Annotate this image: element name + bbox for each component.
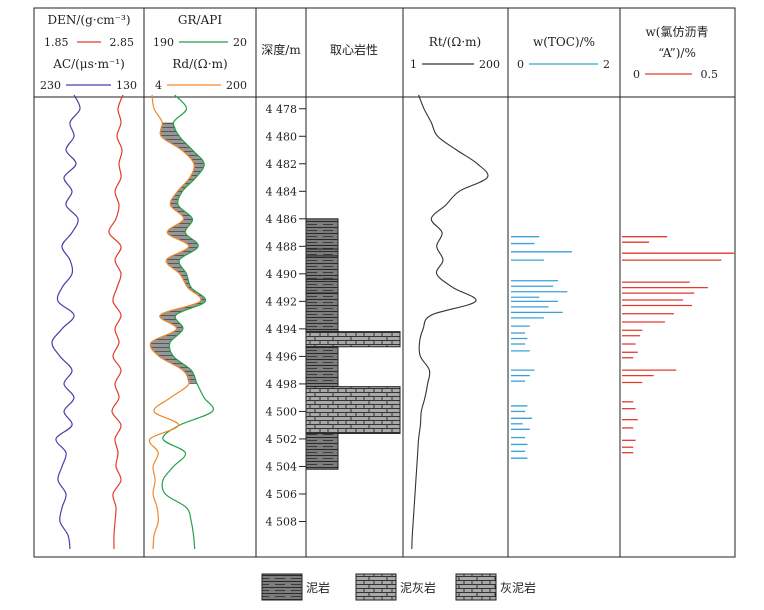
track-headers: DEN/(g·cm⁻³) 1.85 2.85 AC/(μs·m⁻¹) 230 130 GR/… [40, 13, 718, 92]
lith-interval-2 [305, 255, 339, 280]
depth-tick-label-7: 4 492 [266, 295, 298, 308]
legend-swatch-2 [455, 573, 497, 601]
log-curves [51, 94, 489, 550]
gr-label: GR/API [178, 13, 222, 27]
depth-tick-label-3: 4 484 [266, 185, 298, 198]
depth-tick-label-14: 4 506 [266, 488, 298, 501]
ac-min: 230 [40, 79, 61, 92]
depth-tick-label-2: 4 482 [266, 158, 298, 171]
toc-max: 2 [603, 58, 610, 71]
lithology-label: 取心岩性 [330, 42, 378, 57]
depth-tick-label-15: 4 508 [266, 515, 298, 528]
den-min: 1.85 [44, 36, 69, 49]
legend-label-2: 灰泥岩 [500, 580, 536, 595]
rt-label: Rt/(Ω·m) [429, 35, 481, 49]
asphalt-label-line2: “A”)/% [658, 46, 696, 60]
gr-curve [161, 94, 214, 550]
depth-tick-label-11: 4 500 [266, 405, 298, 418]
gr-rd-crossover-fill [150, 122, 206, 384]
lith-interval-5 [305, 331, 401, 348]
asphalt-min: 0 [633, 68, 640, 81]
depth-tick-label-5: 4 488 [266, 240, 298, 253]
lith-interval-0 [305, 218, 339, 250]
depth-tick-label-10: 4 498 [266, 378, 298, 391]
lith-interval-7 [305, 386, 401, 434]
den-label: DEN/(g·cm⁻³) [47, 13, 130, 27]
rt-curve [411, 94, 489, 550]
toc-min: 0 [517, 58, 524, 71]
lith-interval-8 [305, 432, 339, 470]
depth-tick-label-4: 4 486 [266, 213, 298, 226]
legend-label-0: 泥岩 [306, 580, 330, 595]
depth-tick-label-1: 4 480 [266, 130, 298, 143]
depth-tick-label-9: 4 496 [266, 350, 298, 363]
gr-min: 190 [153, 36, 174, 49]
ac-label: AC/(μs·m⁻¹) [52, 57, 125, 71]
depth-tick-label-6: 4 490 [266, 268, 298, 281]
toc-label: w(TOC)/% [533, 35, 595, 49]
lithology-column [305, 218, 401, 470]
legend-swatch-0 [261, 573, 303, 601]
gr-rd-fill [150, 122, 206, 384]
ac-max: 130 [116, 79, 137, 92]
gr-max: 20 [233, 36, 247, 49]
depth-tick-label-8: 4 494 [266, 323, 298, 336]
rt-min: 1 [410, 58, 417, 71]
den-max: 2.85 [110, 36, 135, 49]
rd-max: 200 [226, 79, 247, 92]
depth-tick-label-13: 4 504 [266, 460, 298, 473]
depth-tick-label-0: 4 478 [266, 103, 298, 116]
asphalt-max: 0.5 [701, 68, 719, 81]
lithology-legend: 泥岩 泥灰岩 灰泥岩 [261, 573, 536, 601]
rd-curve [148, 94, 202, 550]
lith-interval-1 [305, 248, 339, 257]
sample-bars [511, 236, 734, 459]
legend-swatch-1 [355, 573, 397, 601]
ac-curve [51, 94, 81, 550]
rd-label: Rd/(Ω·m) [172, 57, 227, 71]
depth-tick-label-12: 4 502 [266, 433, 298, 446]
lith-interval-3 [305, 278, 339, 294]
den-curve [108, 94, 124, 550]
depth-axis: 4 478 4 480 4 482 4 484 4 486 4 488 4 490 4 492… [266, 103, 306, 528]
rt-max: 200 [479, 58, 500, 71]
rd-min: 4 [155, 79, 162, 92]
outer-border [33, 7, 736, 558]
lith-interval-6 [305, 346, 339, 388]
legend-label-1: 泥灰岩 [400, 580, 436, 595]
asphalt-label-line1: w(氯仿沥青 [646, 25, 709, 39]
lith-interval-4 [305, 292, 339, 333]
depth-label: 深度/m [261, 42, 301, 57]
